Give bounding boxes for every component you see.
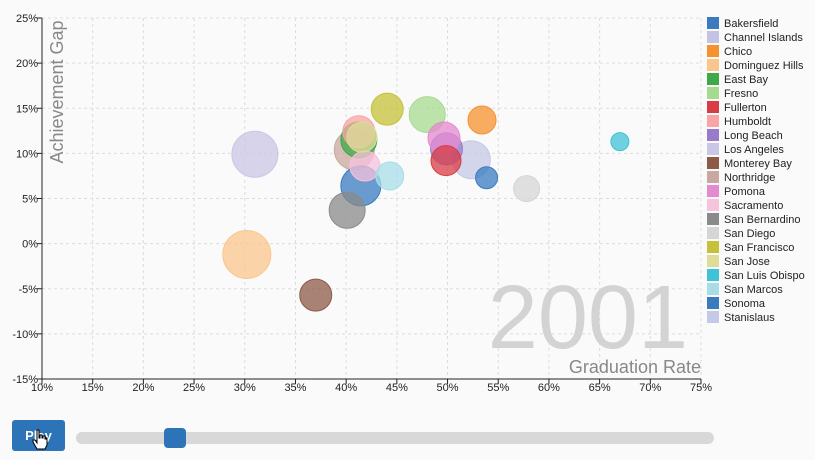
legend-label: Long Beach <box>724 130 783 142</box>
legend-label: San Francisco <box>724 242 794 254</box>
legend-label: East Bay <box>724 74 769 86</box>
bubble-san-marcos[interactable] <box>375 161 405 191</box>
y-axis-title: Achievement Gap <box>47 20 67 163</box>
legend-label: San Jose <box>724 256 770 268</box>
x-tick-label: 20% <box>132 382 154 394</box>
x-tick-label: 25% <box>183 382 205 394</box>
legend-label: Bakersfield <box>724 18 778 30</box>
legend-label: Humboldt <box>724 116 771 128</box>
legend: Bakersfield Channel Islands Chico Dominguez… <box>707 17 805 324</box>
x-axis-title: Graduation Rate <box>569 357 701 377</box>
legend-swatch <box>707 143 719 155</box>
legend-swatch <box>707 87 719 99</box>
legend-swatch <box>707 297 719 309</box>
x-tick-label: 50% <box>437 382 459 394</box>
bubble-los-angeles[interactable] <box>231 130 279 178</box>
legend-swatch <box>707 73 719 85</box>
legend-label: Sacramento <box>724 200 783 212</box>
x-tick-label: 40% <box>335 382 357 394</box>
x-tick-label: 55% <box>487 382 509 394</box>
bubble-san-diego[interactable] <box>513 175 541 203</box>
y-tick-label: 0% <box>22 239 38 251</box>
bubble-chico[interactable] <box>467 105 497 135</box>
bubble-monterey-bay[interactable] <box>299 278 333 312</box>
legend-label: Fresno <box>724 88 758 100</box>
legend-swatch <box>707 213 719 225</box>
legend-label: Dominguez Hills <box>724 60 804 72</box>
x-tick-label: 70% <box>639 382 661 394</box>
year-slider[interactable] <box>76 428 714 448</box>
bubble-san-bernardino[interactable] <box>328 191 366 229</box>
legend-swatch <box>707 241 719 253</box>
legend-label: Los Angeles <box>724 144 784 156</box>
legend-swatch <box>707 129 719 141</box>
legend-label: Monterey Bay <box>724 158 792 170</box>
legend-swatch <box>707 59 719 71</box>
x-tick-label: 30% <box>234 382 256 394</box>
legend-label: Channel Islands <box>724 32 803 44</box>
y-tick-label: 20% <box>16 58 38 70</box>
legend-label: Fullerton <box>724 102 767 114</box>
y-tick-label: -5% <box>18 284 38 296</box>
legend-label: San Diego <box>724 228 775 240</box>
x-tick-label: 10% <box>31 382 53 394</box>
legend-label: Stanislaus <box>724 312 775 324</box>
y-tick-label: -10% <box>12 329 38 341</box>
legend-swatch <box>707 101 719 113</box>
slider-thumb[interactable] <box>163 428 186 448</box>
y-tick-label: 10% <box>16 148 38 160</box>
x-tick-label: 65% <box>589 382 611 394</box>
x-tick-label: 60% <box>538 382 560 394</box>
bubble-bakersfield[interactable] <box>475 166 499 190</box>
legend-swatch <box>707 199 719 211</box>
bubble-fullerton[interactable] <box>430 145 462 177</box>
axes: 10% 15% 20% 25% 30% 35% 40% 45% 50% 55% 60% 65% 70% 7… <box>12 13 712 394</box>
legend-label: Chico <box>724 46 752 58</box>
legend-swatch <box>707 283 719 295</box>
legend-label: San Bernardino <box>724 214 800 226</box>
y-tick-label: 25% <box>16 13 38 25</box>
legend-swatch <box>707 185 719 197</box>
legend-label: San Luis Obispo <box>724 270 805 282</box>
hand-cursor-icon <box>32 429 48 450</box>
legend-swatch <box>707 311 719 323</box>
legend-label: Pomona <box>724 186 766 198</box>
bubble-san-jose[interactable] <box>346 121 378 153</box>
legend-swatch <box>707 31 719 43</box>
x-tick-label: 75% <box>690 382 712 394</box>
y-tick-label: 15% <box>16 103 38 115</box>
x-tick-label: 15% <box>82 382 104 394</box>
bubbles <box>222 92 630 312</box>
grid <box>41 17 702 380</box>
legend-swatch <box>707 115 719 127</box>
legend-swatch <box>707 171 719 183</box>
bubble-dominguez-hills[interactable] <box>222 229 272 279</box>
bubble-san-luis-obispo[interactable] <box>610 132 630 152</box>
y-tick-label: 5% <box>22 194 38 206</box>
legend-swatch <box>707 157 719 169</box>
legend-label: Sonoma <box>724 298 766 310</box>
x-tick-label: 35% <box>284 382 306 394</box>
legend-swatch <box>707 17 719 29</box>
legend-swatch <box>707 227 719 239</box>
year-label: 2001 <box>488 268 688 368</box>
legend-label: San Marcos <box>724 284 783 296</box>
legend-swatch <box>707 45 719 57</box>
x-tick-label: 45% <box>386 382 408 394</box>
legend-label: Northridge <box>724 172 775 184</box>
legend-swatch <box>707 269 719 281</box>
legend-swatch <box>707 255 719 267</box>
bubble-san-francisco[interactable] <box>370 92 404 126</box>
playback-controls: Play <box>12 420 717 452</box>
y-tick-label: -15% <box>12 374 38 386</box>
